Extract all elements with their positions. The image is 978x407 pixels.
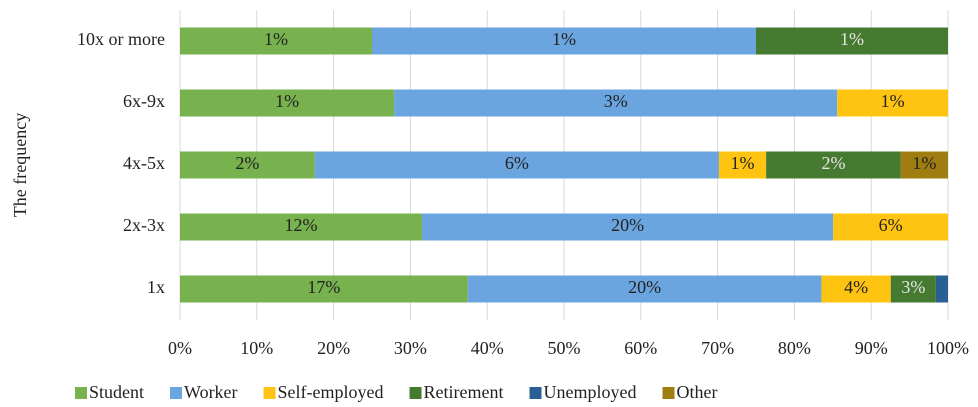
y-tick-label: 4x-5x	[123, 153, 165, 173]
y-tick-label: 1x	[147, 277, 165, 297]
bar-segment	[180, 151, 315, 179]
bar-segment	[756, 27, 948, 55]
bar-segment	[766, 151, 901, 179]
bar-segment	[314, 151, 719, 179]
bar-segment	[900, 151, 948, 179]
legend-swatch	[409, 387, 422, 399]
legend-swatch	[75, 387, 87, 399]
data-label: 1%	[275, 91, 299, 111]
bar-segment	[394, 89, 838, 117]
y-axis-label: The frequency	[10, 113, 30, 217]
bar-segment	[837, 89, 948, 117]
x-tick-label: 20%	[317, 338, 350, 358]
data-label: 4%	[844, 277, 868, 297]
y-tick-label: 2x-3x	[123, 215, 165, 235]
bar-segment	[890, 275, 936, 303]
legend-label: Retirement	[424, 382, 504, 402]
data-label: 1%	[731, 153, 755, 173]
bar-segment	[833, 213, 948, 241]
data-label: 3%	[901, 277, 925, 297]
bar-segment	[422, 213, 834, 241]
bar-segment	[467, 275, 822, 303]
data-label: 2%	[821, 153, 845, 173]
bar-segment	[372, 27, 756, 55]
bar-segment	[180, 89, 395, 117]
x-tick-label: 0%	[168, 338, 192, 358]
x-tick-label: 30%	[394, 338, 427, 358]
data-label: 1%	[552, 29, 576, 49]
y-tick-label: 10x or more	[77, 29, 165, 49]
x-tick-label: 90%	[855, 338, 888, 358]
bar-segment	[821, 275, 891, 303]
data-label: 1%	[881, 91, 905, 111]
bar-segment	[180, 213, 423, 241]
bar-segment	[718, 151, 767, 179]
data-label: 6%	[505, 153, 529, 173]
legend-swatch	[263, 387, 276, 399]
x-tick-label: 50%	[548, 338, 581, 358]
data-label: 3%	[604, 91, 628, 111]
bar-segment	[935, 275, 948, 303]
y-tick-label: 6x-9x	[123, 91, 165, 111]
data-label: 1%	[264, 29, 288, 49]
x-tick-label: 100%	[927, 338, 969, 358]
x-tick-label: 40%	[471, 338, 504, 358]
data-label: 6%	[879, 215, 903, 235]
legend-label: Student	[89, 382, 144, 402]
data-label: 20%	[611, 215, 644, 235]
bar-segment	[180, 27, 372, 55]
data-label: 20%	[628, 277, 661, 297]
bar-segment	[180, 275, 468, 303]
data-label: 1%	[840, 29, 864, 49]
x-tick-label: 60%	[624, 338, 657, 358]
legend-swatch	[170, 387, 183, 399]
legend-label: Other	[677, 382, 718, 402]
legend-label: Self-employed	[278, 382, 384, 402]
data-label: 12%	[285, 215, 318, 235]
legend-swatch	[662, 387, 675, 399]
x-tick-label: 80%	[778, 338, 811, 358]
data-label: 1%	[912, 153, 936, 173]
data-label: 17%	[307, 277, 340, 297]
legend-label: Unemployed	[544, 382, 637, 402]
legend-label: Worker	[184, 382, 238, 402]
x-tick-label: 70%	[701, 338, 734, 358]
legend-swatch	[529, 387, 542, 399]
x-tick-label: 10%	[240, 338, 273, 358]
data-label: 2%	[235, 153, 259, 173]
